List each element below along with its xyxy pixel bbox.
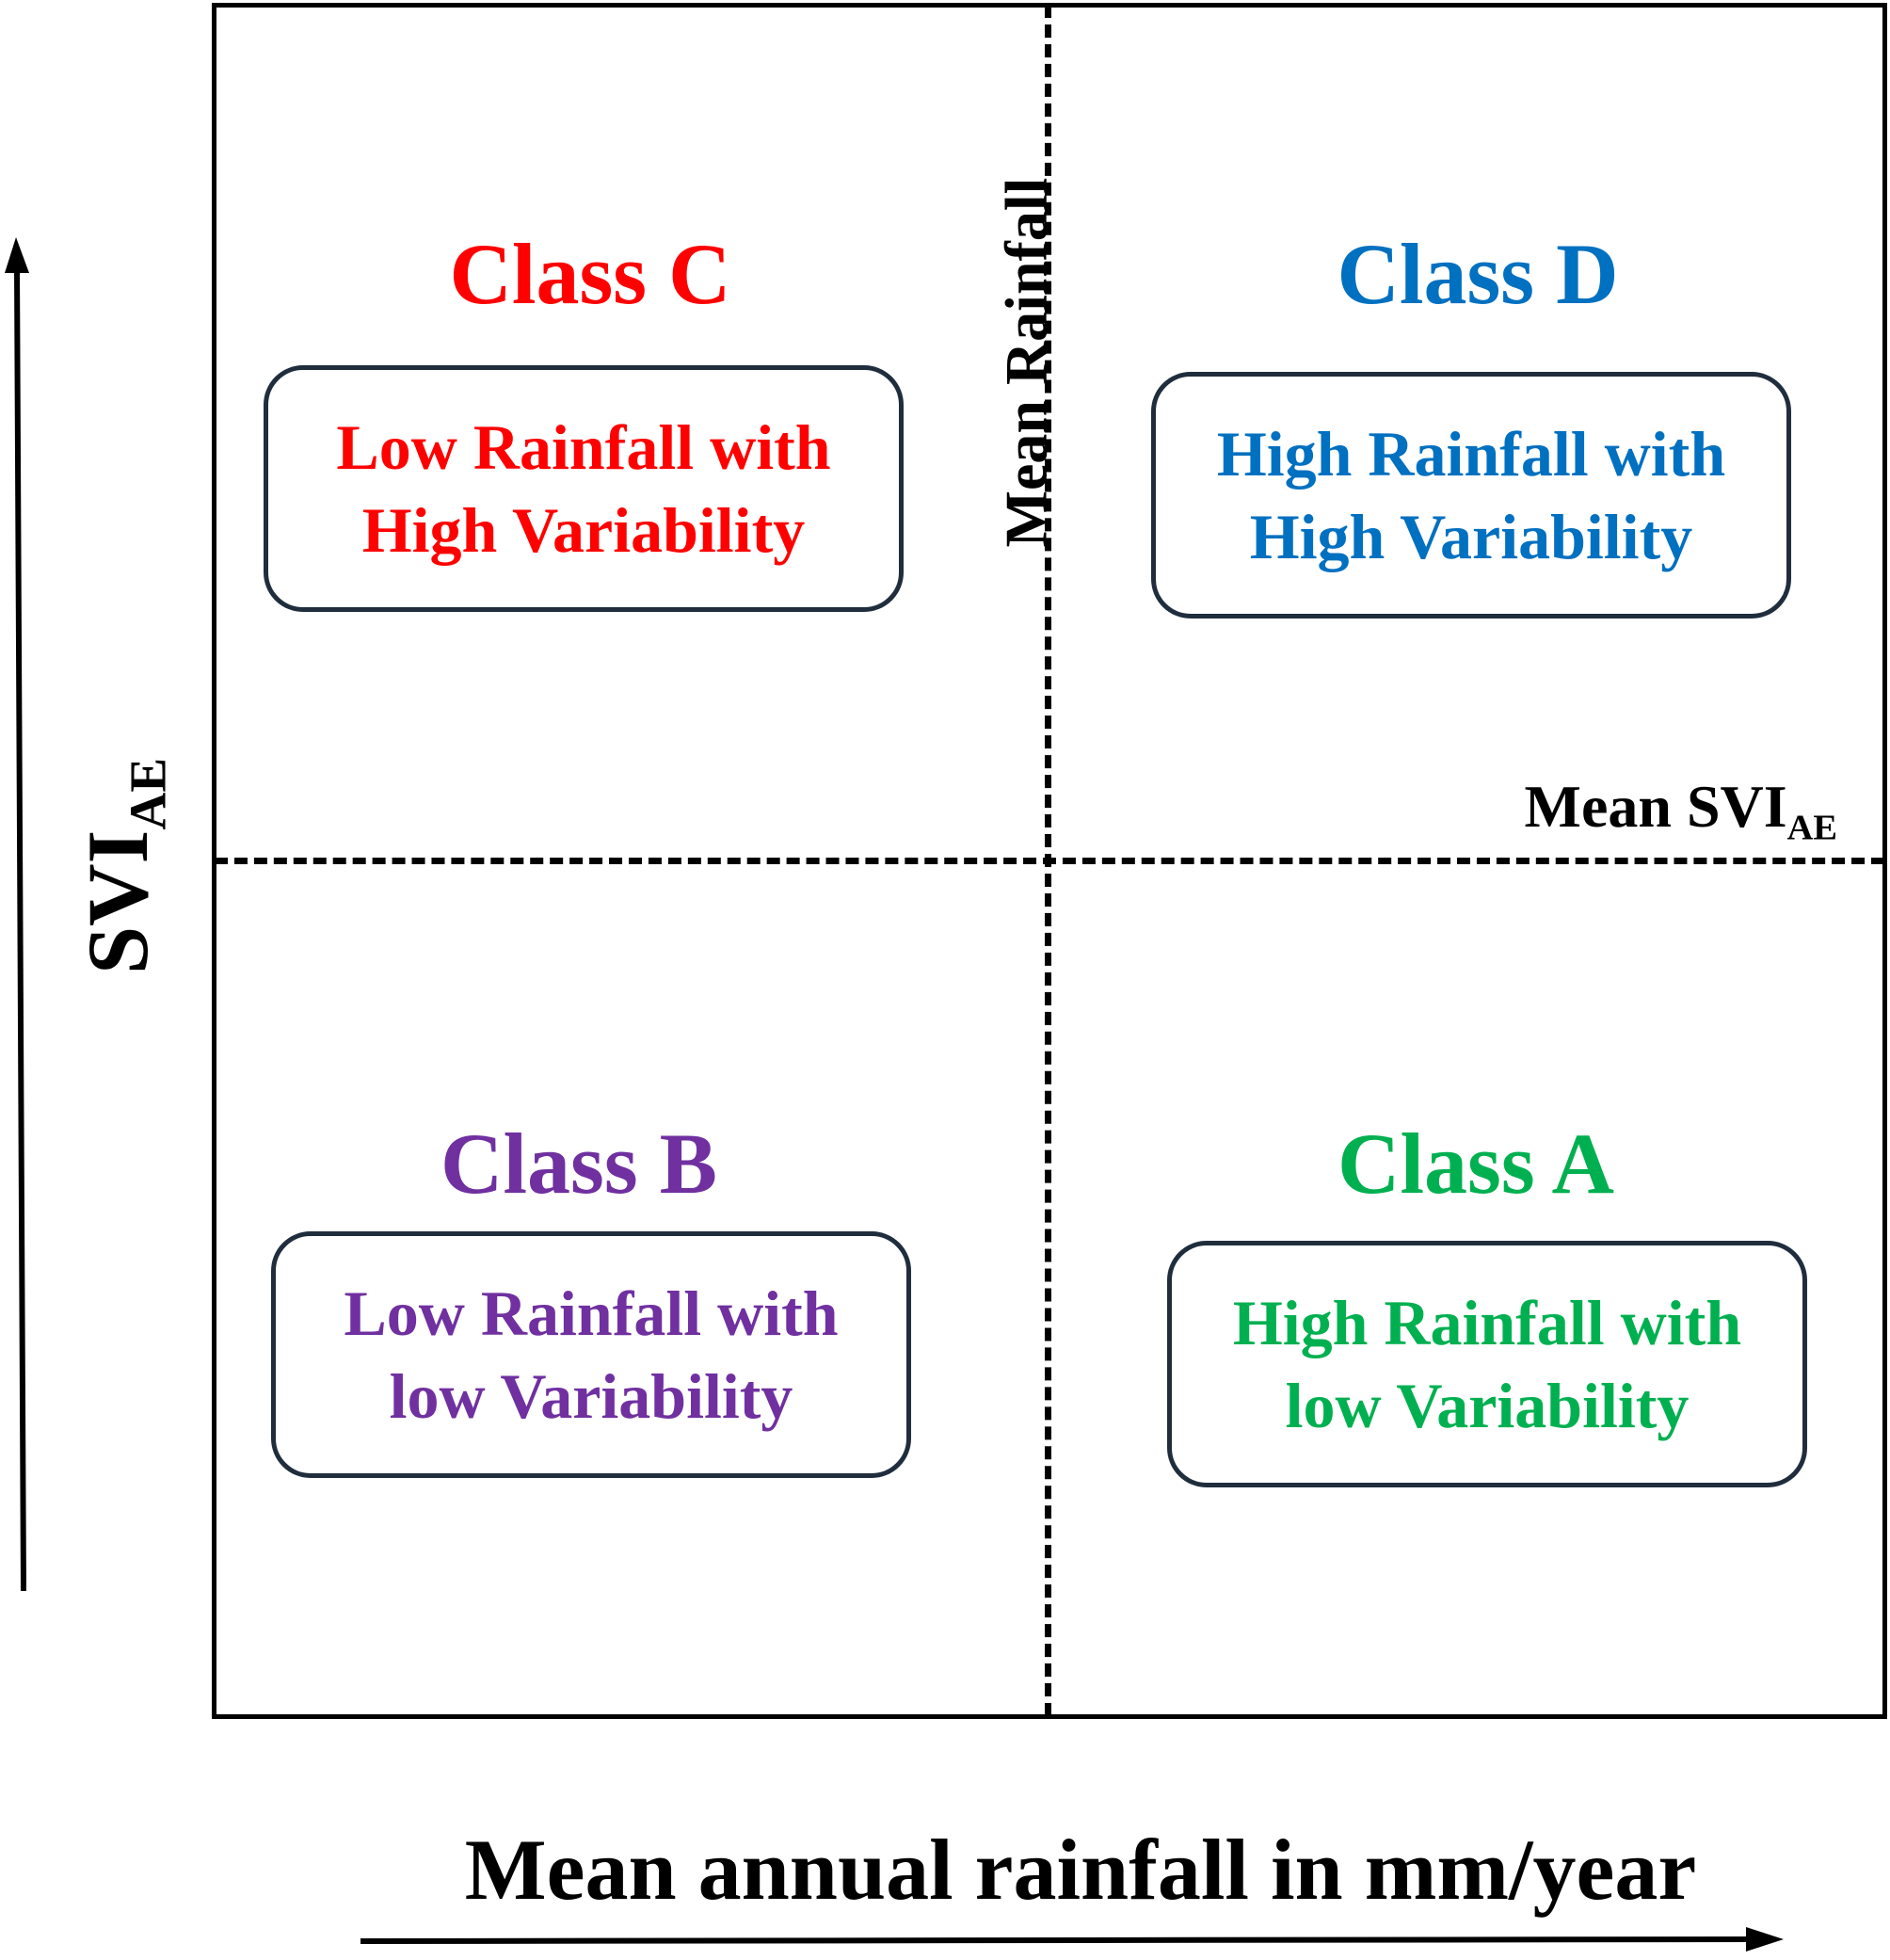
class-b-line-2: low Variability: [389, 1360, 793, 1432]
x-axis-arrow: [360, 1927, 1784, 1952]
class-c-line-2: High Variability: [361, 494, 806, 566]
class-a-line-2: low Variability: [1285, 1370, 1690, 1441]
class-a-line-1: High Rainfall with: [1232, 1286, 1742, 1358]
class-d-description: High Rainfall with High Variability: [1151, 372, 1791, 619]
class-d-line-1: High Rainfall with: [1216, 417, 1726, 490]
class-b-line-1: Low Rainfall with: [344, 1277, 839, 1349]
class-b-title: Class B: [440, 1116, 717, 1212]
class-c-description: Low Rainfall with High Variability: [264, 365, 904, 612]
class-c-line-1: Low Rainfall with: [336, 410, 831, 483]
class-a-description: High Rainfall with low Variability: [1167, 1241, 1807, 1487]
class-d-line-2: High Variability: [1249, 501, 1693, 572]
class-a-title: Class A: [1337, 1116, 1614, 1212]
mean-svi-label: Mean SVIAE: [1525, 777, 1837, 846]
x-axis-label: Mean annual rainfall in mm/year: [464, 1822, 1697, 1918]
class-d-title: Class D: [1337, 226, 1619, 322]
y-axis-arrow: [5, 237, 29, 1592]
class-b-description: Low Rainfall with low Variability: [271, 1231, 911, 1478]
mean-svi-divider: [215, 858, 1884, 864]
mean-svi-text: Mean SVI: [1524, 773, 1787, 840]
class-c-title: Class C: [449, 226, 731, 322]
mean-svi-subscript: AE: [1786, 808, 1837, 848]
